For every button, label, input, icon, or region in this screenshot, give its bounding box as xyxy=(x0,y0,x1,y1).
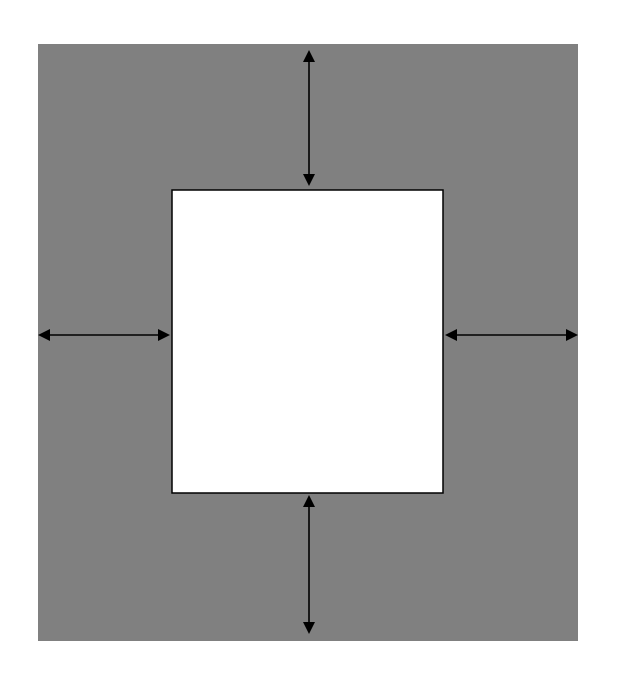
inner-box xyxy=(171,189,444,494)
